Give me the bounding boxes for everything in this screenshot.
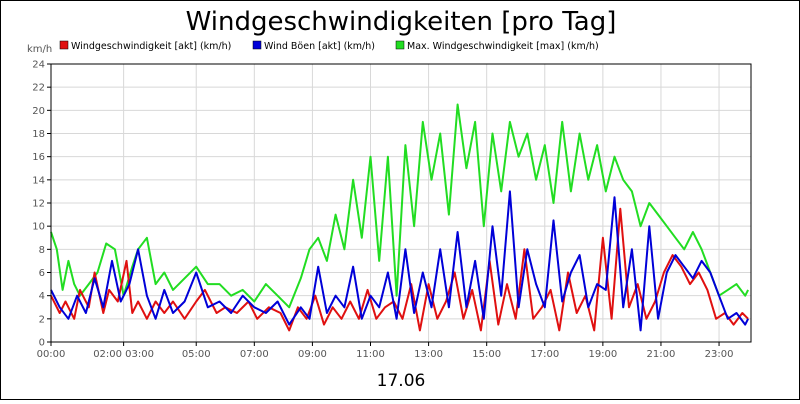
wind-speed-current-line xyxy=(50,207,749,332)
y-tick-label: 14 xyxy=(32,175,45,186)
y-tick-label: 16 xyxy=(32,152,45,163)
x-tick-label: 02:00 03:00 xyxy=(93,349,154,360)
y-tick-label: 2 xyxy=(39,314,45,325)
x-tick-label: 19:00 xyxy=(588,349,617,360)
y-tick-label: 24 xyxy=(32,60,45,71)
x-tick-label: 07:00 xyxy=(240,349,269,360)
y-tick-label: 8 xyxy=(39,245,45,256)
y-tick-label: 6 xyxy=(39,268,45,279)
legend-label: Max. Windgeschwindigkeit [max] (km/h) xyxy=(407,41,599,52)
x-tick-label: 09:00 xyxy=(298,349,327,360)
legend-item-wind-speed: Windgeschwindigkeit [akt] (km/h) xyxy=(59,40,231,52)
y-tick-label: 12 xyxy=(32,199,45,210)
x-tick-label: 11:00 xyxy=(356,349,385,360)
y-tick-label: 18 xyxy=(32,129,45,140)
x-tick-label: 15:00 xyxy=(472,349,501,360)
legend-swatch xyxy=(252,40,262,50)
legend: Windgeschwindigkeit [akt] (km/h) Wind Böe… xyxy=(59,40,599,52)
chart-title: Windgeschwindigkeiten [pro Tag] xyxy=(186,7,617,37)
legend-label: Wind Böen [akt] (km/h) xyxy=(264,41,375,52)
y-tick-label: 10 xyxy=(32,222,45,233)
x-tick-label: 17:00 xyxy=(530,349,559,360)
legend-swatch xyxy=(59,40,69,50)
x-tick-label: 05:00 xyxy=(182,349,211,360)
y-tick-label: 20 xyxy=(32,106,45,117)
x-axis-ticks: 00:00 02:00 03:00 05:00 07:00 09:00 11:00 13:0… xyxy=(37,342,734,360)
y-axis-unit-label: km/h xyxy=(27,44,52,55)
y-tick-label: 0 xyxy=(39,338,45,349)
x-tick-label: 23:00 xyxy=(705,349,734,360)
x-axis-date-label: 17.06 xyxy=(377,371,426,391)
x-tick-label: 00:00 xyxy=(37,349,66,360)
series-lines xyxy=(50,103,749,332)
legend-swatch xyxy=(395,40,405,50)
y-tick-label: 22 xyxy=(32,83,45,94)
x-tick-label: 21:00 xyxy=(647,349,676,360)
plot-frame xyxy=(50,63,752,343)
wind-gusts-current-line xyxy=(50,190,749,332)
max-wind-speed-line xyxy=(50,103,749,309)
x-tick-label: 13:00 xyxy=(414,349,443,360)
y-tick-label: 4 xyxy=(39,291,45,302)
legend-label: Windgeschwindigkeit [akt] (km/h) xyxy=(71,41,231,52)
legend-item-max-wind: Max. Windgeschwindigkeit [max] (km/h) xyxy=(395,40,599,52)
legend-item-wind-gusts: Wind Böen [akt] (km/h) xyxy=(252,40,375,52)
